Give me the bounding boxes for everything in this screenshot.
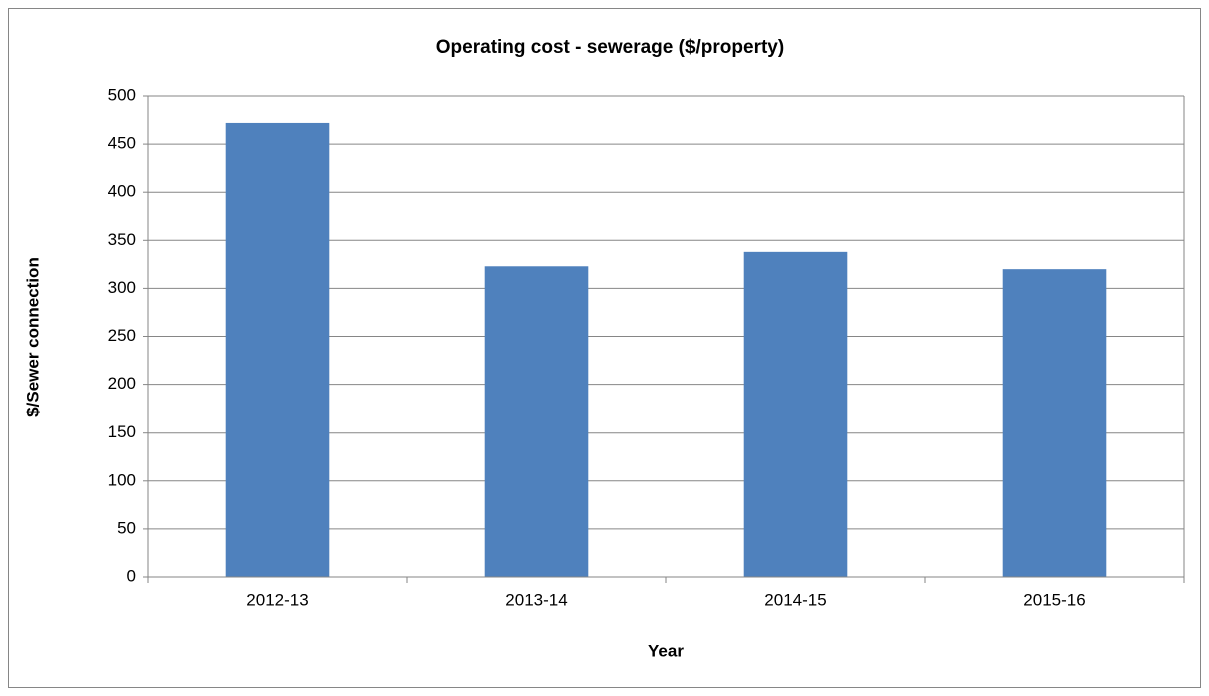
bar bbox=[743, 251, 848, 577]
y-tick-label: 150 bbox=[108, 422, 136, 441]
y-tick-label: 0 bbox=[127, 566, 136, 585]
y-tick-label: 400 bbox=[108, 182, 136, 201]
chart-title: Operating cost - sewerage ($/property) bbox=[436, 37, 784, 58]
y-tick-label: 50 bbox=[117, 518, 136, 537]
y-tick-label: 450 bbox=[108, 134, 136, 153]
y-tick-label: 500 bbox=[108, 85, 136, 104]
bar bbox=[484, 266, 589, 577]
x-tick-label: 2012-13 bbox=[246, 590, 308, 609]
y-tick-label: 350 bbox=[108, 230, 136, 249]
x-tick-label: 2014-15 bbox=[764, 590, 826, 609]
y-tick-label: 100 bbox=[108, 470, 136, 489]
y-axis-title: $/Sewer connection bbox=[23, 257, 42, 417]
x-tick-label: 2013-14 bbox=[505, 590, 567, 609]
chart-border bbox=[8, 8, 1201, 688]
y-tick-label: 300 bbox=[108, 278, 136, 297]
x-axis-title: Year bbox=[648, 641, 684, 660]
y-tick-label: 250 bbox=[108, 326, 136, 345]
bar bbox=[225, 122, 330, 577]
x-tick-label: 2015-16 bbox=[1023, 590, 1085, 609]
bar bbox=[1002, 269, 1107, 577]
y-tick-label: 200 bbox=[108, 374, 136, 393]
